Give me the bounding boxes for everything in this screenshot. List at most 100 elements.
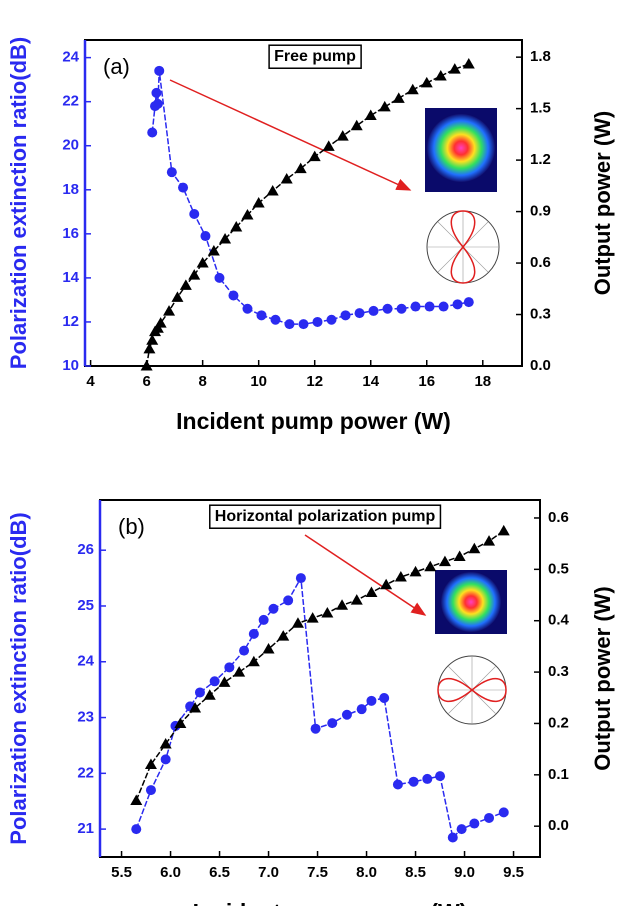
y2-tick-label: 1.2 xyxy=(530,151,551,168)
data-point xyxy=(483,535,496,546)
data-point xyxy=(266,184,279,196)
data-point xyxy=(203,689,216,700)
data-point xyxy=(438,555,451,567)
data-point xyxy=(350,119,363,131)
series-line xyxy=(151,70,469,325)
x-tick-label: 6 xyxy=(142,373,150,390)
data-point xyxy=(453,550,466,562)
data-point xyxy=(230,221,243,232)
data-point xyxy=(448,63,461,74)
y2-tick-label: 0.1 xyxy=(548,766,569,783)
x-tick-label: 7.5 xyxy=(307,864,328,881)
data-point xyxy=(248,628,259,639)
data-point xyxy=(382,303,393,314)
data-point xyxy=(283,595,294,606)
y2-tick-label: 1.5 xyxy=(530,100,551,117)
data-point xyxy=(435,771,446,782)
data-point xyxy=(350,594,363,605)
x-tick-label: 14 xyxy=(362,373,379,390)
data-point xyxy=(410,301,421,312)
data-point xyxy=(469,818,480,829)
data-point xyxy=(378,100,391,112)
data-point xyxy=(194,687,205,698)
y2-tick-label: 0.9 xyxy=(530,203,551,220)
x-tick-label: 5.5 xyxy=(111,864,132,881)
data-point xyxy=(424,301,435,312)
data-point xyxy=(239,645,250,656)
x-tick-label: 8.0 xyxy=(356,864,377,881)
data-point xyxy=(178,182,189,193)
y-tick-label: 14 xyxy=(62,269,79,286)
data-point xyxy=(256,310,267,321)
data-point xyxy=(365,586,378,597)
data-point xyxy=(179,279,192,290)
arrow xyxy=(304,534,427,616)
data-point xyxy=(321,607,334,618)
x-axis-label: Incident pump power (W) xyxy=(193,899,468,906)
polar-curve xyxy=(437,678,507,702)
data-point xyxy=(188,269,201,280)
data-point xyxy=(354,308,365,319)
polar-curve xyxy=(450,210,476,284)
data-point xyxy=(306,612,319,623)
x-tick-label: 16 xyxy=(418,373,435,390)
y-tick-label: 26 xyxy=(77,541,94,558)
data-point xyxy=(258,614,269,625)
arrow xyxy=(169,79,412,191)
data-point xyxy=(434,70,447,81)
data-point xyxy=(154,317,167,328)
x-tick-label: 9.0 xyxy=(454,864,475,881)
data-point xyxy=(327,718,338,729)
y2-tick-label: 0.4 xyxy=(548,612,570,629)
data-point xyxy=(422,773,433,784)
data-point xyxy=(341,709,352,720)
data-point xyxy=(336,130,349,141)
data-point xyxy=(145,785,156,796)
data-point xyxy=(392,92,405,103)
data-point xyxy=(159,737,172,749)
data-point xyxy=(207,245,220,256)
data-point xyxy=(143,342,156,354)
data-point xyxy=(420,76,433,88)
y-tick-label: 25 xyxy=(77,597,94,614)
data-point xyxy=(394,571,407,582)
y-tick-label: 10 xyxy=(62,357,79,374)
data-point xyxy=(242,303,253,314)
data-point xyxy=(447,832,458,843)
x-tick-label: 6.0 xyxy=(160,864,181,881)
y-tick-label: 24 xyxy=(77,653,94,670)
data-point xyxy=(214,272,225,283)
data-point xyxy=(152,98,163,109)
x-tick-label: 4 xyxy=(86,373,95,390)
annotation: Free pump xyxy=(274,48,356,65)
x-tick-label: 7.0 xyxy=(258,864,279,881)
data-point xyxy=(409,565,422,577)
data-point xyxy=(160,754,171,765)
data-point xyxy=(340,310,351,321)
y2-tick-label: 0.3 xyxy=(548,663,569,680)
y-tick-label: 22 xyxy=(77,764,94,781)
y2-tick-label: 0.2 xyxy=(548,714,569,731)
y-tick-label: 16 xyxy=(62,225,79,242)
data-point xyxy=(484,812,495,823)
data-point xyxy=(144,758,157,770)
data-point xyxy=(396,303,407,314)
data-point xyxy=(462,58,475,69)
y-tick-label: 12 xyxy=(62,313,79,330)
annotation-box xyxy=(209,504,442,529)
y-axis-label: Polarization extinction ratio(dB) xyxy=(6,37,31,369)
x-tick-label: 8 xyxy=(198,373,206,390)
data-point xyxy=(497,524,510,536)
data-point xyxy=(280,172,293,184)
data-point xyxy=(163,305,176,316)
y-tick-label: 18 xyxy=(62,181,79,198)
data-point xyxy=(151,87,162,98)
data-point xyxy=(140,360,153,371)
data-point xyxy=(209,676,220,687)
data-point xyxy=(146,334,159,345)
x-axis-label: Incident pump power (W) xyxy=(176,408,451,434)
y-tick-label: 24 xyxy=(62,49,79,66)
data-point xyxy=(310,723,321,734)
data-point xyxy=(498,807,509,818)
